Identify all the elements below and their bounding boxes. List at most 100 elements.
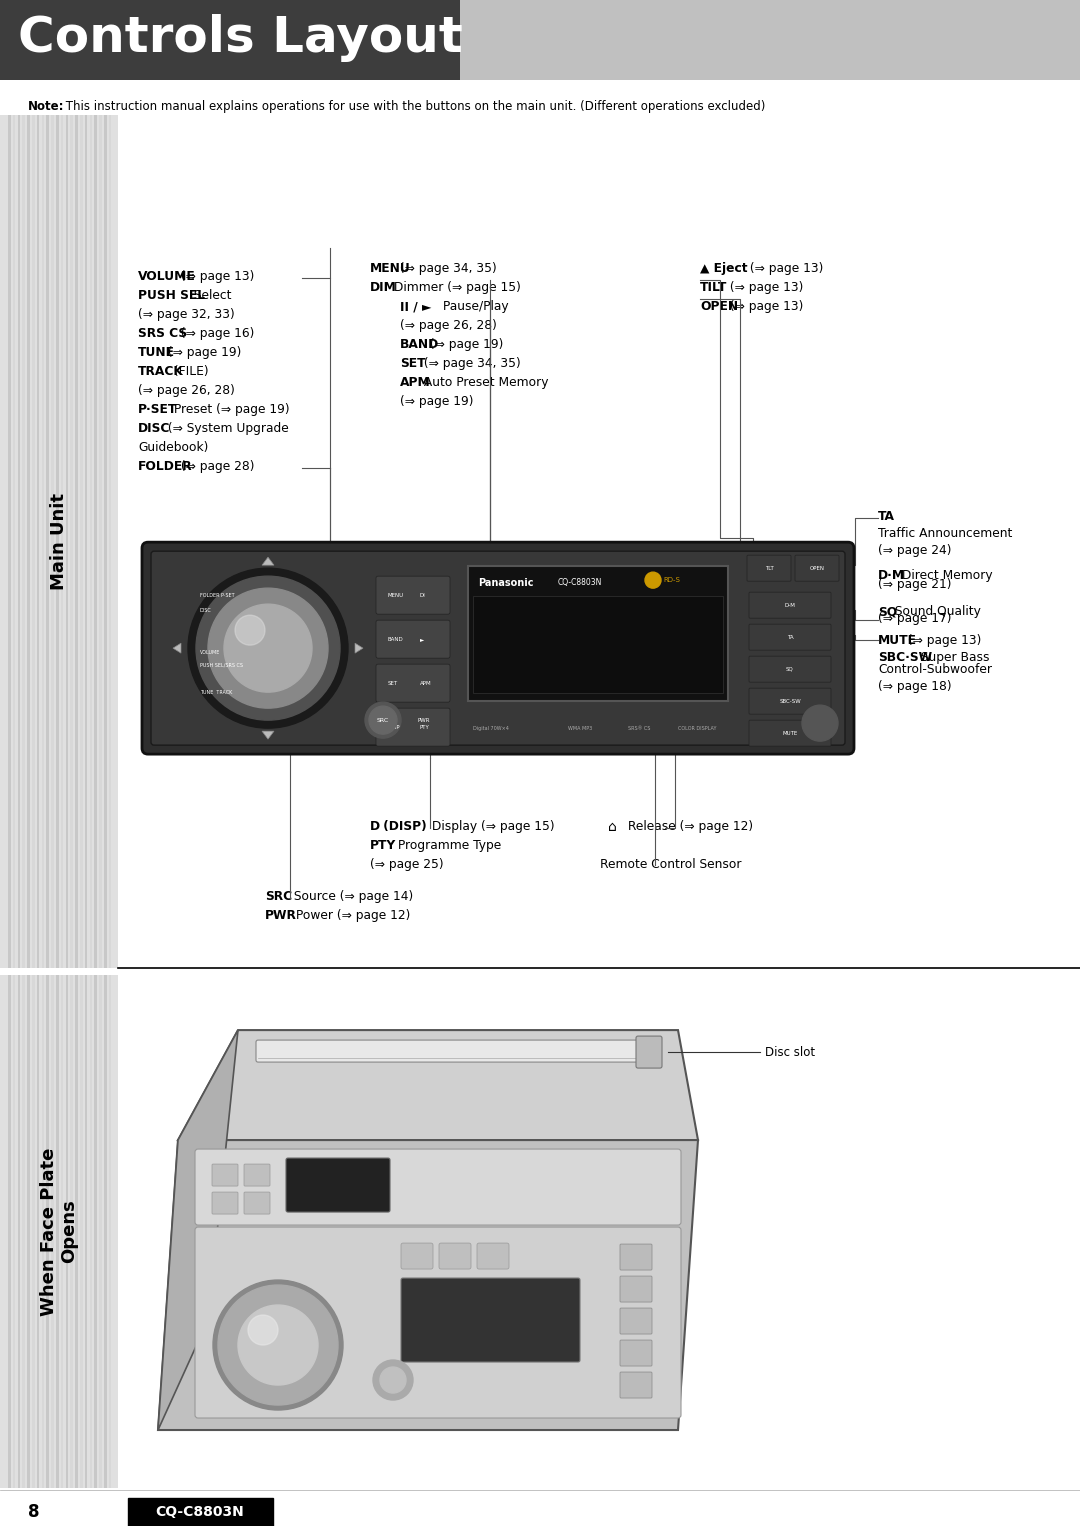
Text: CQ-C8803N: CQ-C8803N — [558, 578, 603, 588]
Circle shape — [218, 1285, 338, 1405]
Text: This instruction manual explains operations for use with the buttons on the main: This instruction manual explains operati… — [62, 101, 766, 113]
Text: TUNE  TRACK: TUNE TRACK — [200, 690, 232, 696]
Text: APM: APM — [420, 681, 432, 685]
FancyBboxPatch shape — [401, 1244, 433, 1270]
Bar — [80, 975, 82, 1488]
Circle shape — [645, 572, 661, 588]
Text: SET: SET — [388, 681, 399, 685]
Text: BAND: BAND — [400, 339, 440, 351]
Text: Power (⇒ page 12): Power (⇒ page 12) — [292, 909, 410, 922]
Bar — [32, 975, 35, 1488]
Polygon shape — [158, 1030, 238, 1430]
FancyBboxPatch shape — [212, 1192, 238, 1215]
Text: Digital 70W×4: Digital 70W×4 — [473, 726, 509, 731]
Text: PWR: PWR — [265, 909, 297, 922]
Text: Sound Quality: Sound Quality — [891, 606, 981, 618]
Text: Remote Control Sensor: Remote Control Sensor — [600, 858, 742, 871]
Text: (⇒ page 16): (⇒ page 16) — [177, 327, 255, 340]
FancyBboxPatch shape — [141, 542, 854, 754]
Text: SRC: SRC — [265, 890, 292, 903]
Circle shape — [208, 588, 328, 708]
FancyBboxPatch shape — [750, 592, 831, 618]
Text: (⇒ page 19): (⇒ page 19) — [400, 395, 473, 407]
FancyBboxPatch shape — [401, 1279, 580, 1363]
Bar — [85, 975, 87, 1488]
Text: SQ: SQ — [786, 667, 794, 671]
Text: Preset (⇒ page 19): Preset (⇒ page 19) — [171, 403, 291, 417]
Bar — [66, 975, 68, 1488]
Text: BAND: BAND — [388, 636, 404, 641]
Text: MUTE: MUTE — [782, 731, 798, 736]
Text: (⇒ page 21): (⇒ page 21) — [878, 578, 951, 591]
Text: VOLUME: VOLUME — [200, 650, 220, 655]
FancyBboxPatch shape — [620, 1276, 652, 1302]
Polygon shape — [262, 731, 274, 739]
Text: D: D — [370, 819, 380, 833]
FancyBboxPatch shape — [438, 1244, 471, 1270]
Text: FOLDER P·SET: FOLDER P·SET — [200, 594, 234, 598]
Bar — [37, 116, 39, 967]
FancyBboxPatch shape — [620, 1340, 652, 1366]
Text: (⇒ System Upgrade: (⇒ System Upgrade — [164, 423, 288, 435]
FancyBboxPatch shape — [376, 620, 450, 658]
Bar — [51, 116, 54, 967]
Bar — [27, 975, 30, 1488]
Text: TLT: TLT — [765, 566, 773, 571]
FancyBboxPatch shape — [750, 624, 831, 650]
Bar — [23, 975, 25, 1488]
FancyBboxPatch shape — [750, 688, 831, 714]
Text: Control-Subwoofer: Control-Subwoofer — [878, 664, 993, 676]
Bar — [13, 975, 15, 1488]
Text: (⇒ page 17): (⇒ page 17) — [878, 612, 951, 626]
Bar — [17, 116, 21, 967]
Bar — [76, 116, 78, 967]
FancyBboxPatch shape — [620, 1244, 652, 1270]
FancyBboxPatch shape — [795, 555, 839, 581]
Bar — [90, 116, 92, 967]
Polygon shape — [178, 1030, 698, 1140]
Text: Main Unit: Main Unit — [50, 493, 68, 591]
Bar — [0, 975, 118, 1488]
Text: Release (⇒ page 12): Release (⇒ page 12) — [624, 819, 753, 833]
Text: P·SET: P·SET — [138, 403, 177, 417]
Text: (⇒ page 19): (⇒ page 19) — [164, 346, 241, 359]
Text: Dimmer (⇒ page 15): Dimmer (⇒ page 15) — [390, 281, 521, 295]
Text: Guidebook): Guidebook) — [138, 441, 208, 455]
FancyBboxPatch shape — [468, 566, 728, 700]
Text: (⇒ page 26, 28): (⇒ page 26, 28) — [400, 319, 497, 333]
Text: Display (⇒ page 15): Display (⇒ page 15) — [428, 819, 555, 833]
Bar — [104, 975, 107, 1488]
Text: PWR: PWR — [418, 717, 431, 723]
Bar — [0, 116, 118, 967]
Text: RD-S: RD-S — [663, 577, 680, 583]
Polygon shape — [158, 1140, 698, 1430]
Text: (⇒ page 13): (⇒ page 13) — [726, 301, 804, 313]
FancyBboxPatch shape — [376, 708, 450, 746]
FancyBboxPatch shape — [376, 577, 450, 613]
Bar — [80, 116, 82, 967]
Text: (⇒ page 32, 33): (⇒ page 32, 33) — [138, 308, 234, 320]
Bar — [99, 975, 102, 1488]
Text: PTY: PTY — [420, 725, 430, 729]
Bar — [460, 0, 1080, 81]
Text: Traffic Announcement: Traffic Announcement — [878, 526, 1012, 540]
FancyBboxPatch shape — [151, 551, 845, 745]
Bar — [51, 975, 54, 1488]
FancyBboxPatch shape — [750, 720, 831, 746]
Circle shape — [235, 615, 265, 645]
FancyBboxPatch shape — [477, 1244, 509, 1270]
Text: PUSH SEL/SRS CS: PUSH SEL/SRS CS — [200, 662, 243, 667]
FancyBboxPatch shape — [750, 656, 831, 682]
Text: (⇒ page 18): (⇒ page 18) — [878, 681, 951, 693]
Text: (⇒ page 13): (⇒ page 13) — [904, 635, 982, 647]
Circle shape — [365, 702, 401, 739]
Text: SRS CS: SRS CS — [138, 327, 187, 340]
FancyBboxPatch shape — [195, 1149, 681, 1225]
Text: Auto Preset Memory: Auto Preset Memory — [419, 377, 548, 389]
Bar — [129, 1499, 273, 1526]
Bar — [17, 975, 21, 1488]
Bar — [99, 116, 102, 967]
Text: SBC-SW: SBC-SW — [779, 699, 801, 703]
Circle shape — [224, 604, 312, 693]
Bar — [60, 116, 64, 967]
